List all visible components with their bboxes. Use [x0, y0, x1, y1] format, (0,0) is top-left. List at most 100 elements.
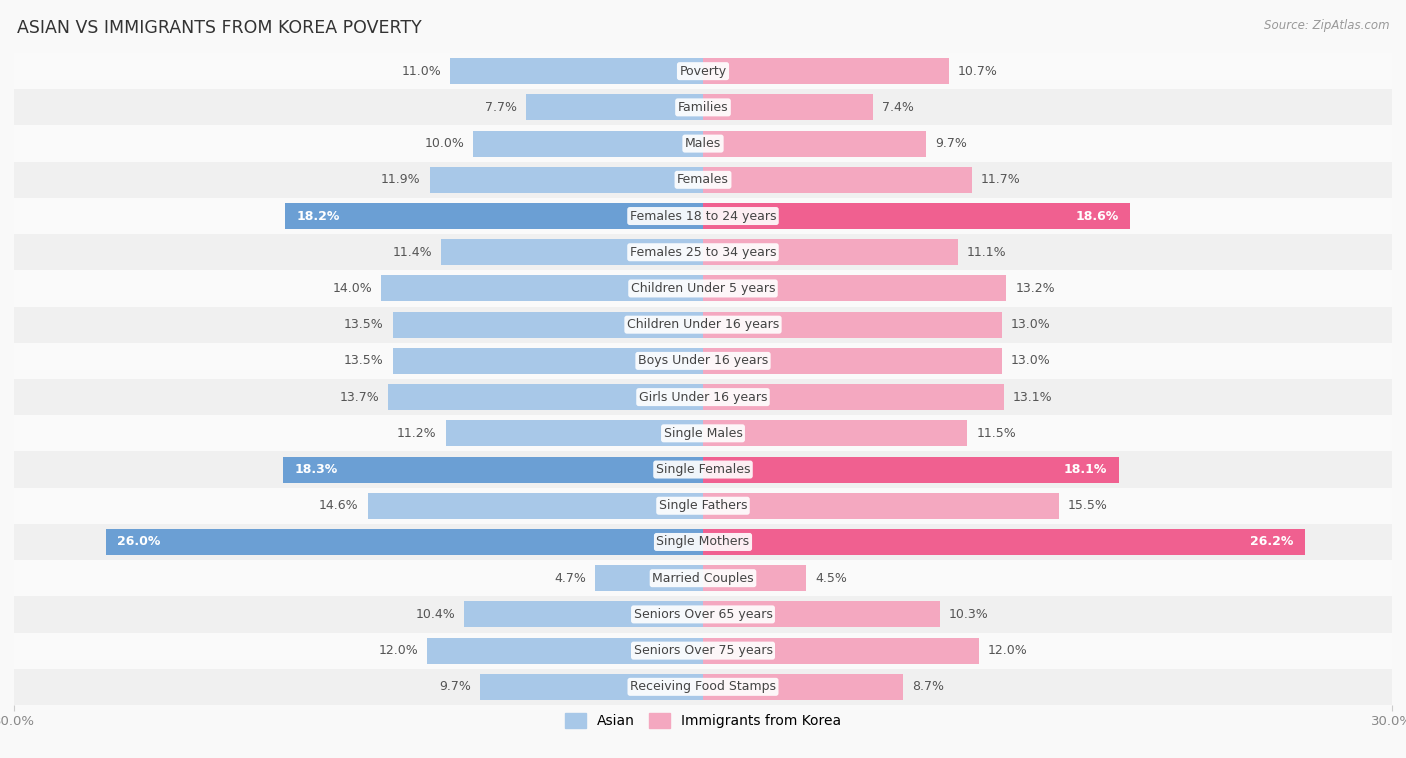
- Bar: [14, 632, 1392, 669]
- Bar: [14, 343, 1392, 379]
- Bar: [703, 240, 957, 265]
- Bar: [481, 674, 703, 700]
- Bar: [703, 493, 1059, 518]
- Bar: [446, 420, 703, 446]
- Text: Receiving Food Stamps: Receiving Food Stamps: [630, 681, 776, 694]
- Text: Girls Under 16 years: Girls Under 16 years: [638, 390, 768, 403]
- Bar: [392, 348, 703, 374]
- Text: 8.7%: 8.7%: [912, 681, 943, 694]
- Bar: [703, 58, 949, 84]
- Bar: [703, 130, 925, 157]
- Bar: [703, 637, 979, 664]
- Bar: [430, 167, 703, 193]
- Bar: [464, 601, 703, 628]
- Bar: [14, 669, 1392, 705]
- Text: Boys Under 16 years: Boys Under 16 years: [638, 355, 768, 368]
- Bar: [703, 275, 1007, 302]
- Bar: [14, 560, 1392, 597]
- Text: 9.7%: 9.7%: [439, 681, 471, 694]
- Text: 11.1%: 11.1%: [967, 246, 1007, 258]
- Text: 13.5%: 13.5%: [344, 318, 384, 331]
- Bar: [392, 312, 703, 338]
- Text: Source: ZipAtlas.com: Source: ZipAtlas.com: [1264, 19, 1389, 32]
- Text: 11.9%: 11.9%: [381, 174, 420, 186]
- Text: 18.6%: 18.6%: [1076, 209, 1119, 223]
- Legend: Asian, Immigrants from Korea: Asian, Immigrants from Korea: [560, 708, 846, 734]
- Text: 11.7%: 11.7%: [981, 174, 1021, 186]
- Text: Single Males: Single Males: [664, 427, 742, 440]
- Text: Single Mothers: Single Mothers: [657, 535, 749, 549]
- Bar: [441, 240, 703, 265]
- Bar: [703, 601, 939, 628]
- Text: 15.5%: 15.5%: [1069, 500, 1108, 512]
- Bar: [427, 637, 703, 664]
- Bar: [14, 452, 1392, 487]
- Text: 4.7%: 4.7%: [554, 572, 586, 584]
- Bar: [703, 203, 1130, 229]
- Bar: [14, 597, 1392, 632]
- Text: 9.7%: 9.7%: [935, 137, 967, 150]
- Text: Single Females: Single Females: [655, 463, 751, 476]
- Text: Families: Families: [678, 101, 728, 114]
- Text: 12.0%: 12.0%: [378, 644, 418, 657]
- Bar: [703, 565, 807, 591]
- Text: 18.2%: 18.2%: [297, 209, 340, 223]
- Bar: [368, 493, 703, 518]
- Bar: [14, 234, 1392, 271]
- Bar: [283, 456, 703, 483]
- Text: 18.1%: 18.1%: [1064, 463, 1107, 476]
- Bar: [14, 306, 1392, 343]
- Text: 11.0%: 11.0%: [402, 64, 441, 77]
- Bar: [703, 456, 1119, 483]
- Bar: [14, 126, 1392, 161]
- Text: Children Under 16 years: Children Under 16 years: [627, 318, 779, 331]
- Bar: [450, 58, 703, 84]
- Text: 4.5%: 4.5%: [815, 572, 848, 584]
- Text: 7.7%: 7.7%: [485, 101, 517, 114]
- Text: 14.6%: 14.6%: [319, 500, 359, 512]
- Text: 11.5%: 11.5%: [976, 427, 1017, 440]
- Text: Seniors Over 65 years: Seniors Over 65 years: [634, 608, 772, 621]
- Bar: [14, 198, 1392, 234]
- Text: 26.2%: 26.2%: [1250, 535, 1294, 549]
- Bar: [14, 379, 1392, 415]
- Text: ASIAN VS IMMIGRANTS FROM KOREA POVERTY: ASIAN VS IMMIGRANTS FROM KOREA POVERTY: [17, 19, 422, 37]
- Text: 26.0%: 26.0%: [117, 535, 160, 549]
- Bar: [526, 94, 703, 121]
- Bar: [105, 529, 703, 555]
- Bar: [703, 94, 873, 121]
- Text: 7.4%: 7.4%: [882, 101, 914, 114]
- Text: 13.5%: 13.5%: [344, 355, 384, 368]
- Bar: [474, 130, 703, 157]
- Text: 11.4%: 11.4%: [392, 246, 432, 258]
- Bar: [381, 275, 703, 302]
- Text: 13.2%: 13.2%: [1015, 282, 1054, 295]
- Bar: [703, 167, 972, 193]
- Text: 13.1%: 13.1%: [1012, 390, 1053, 403]
- Bar: [14, 161, 1392, 198]
- Text: Females 18 to 24 years: Females 18 to 24 years: [630, 209, 776, 223]
- Text: 18.3%: 18.3%: [294, 463, 337, 476]
- Bar: [703, 420, 967, 446]
- Bar: [703, 529, 1305, 555]
- Text: Seniors Over 75 years: Seniors Over 75 years: [634, 644, 772, 657]
- Text: Females 25 to 34 years: Females 25 to 34 years: [630, 246, 776, 258]
- Bar: [14, 89, 1392, 126]
- Bar: [14, 415, 1392, 452]
- Text: 13.0%: 13.0%: [1011, 355, 1050, 368]
- Bar: [595, 565, 703, 591]
- Text: Poverty: Poverty: [679, 64, 727, 77]
- Bar: [14, 524, 1392, 560]
- Text: 14.0%: 14.0%: [333, 282, 373, 295]
- Text: Married Couples: Married Couples: [652, 572, 754, 584]
- Text: 10.4%: 10.4%: [415, 608, 456, 621]
- Text: 10.7%: 10.7%: [957, 64, 998, 77]
- Bar: [14, 271, 1392, 306]
- Text: 13.0%: 13.0%: [1011, 318, 1050, 331]
- Bar: [285, 203, 703, 229]
- Text: 10.0%: 10.0%: [425, 137, 464, 150]
- Bar: [14, 53, 1392, 89]
- Bar: [388, 384, 703, 410]
- Text: 12.0%: 12.0%: [988, 644, 1028, 657]
- Bar: [703, 312, 1001, 338]
